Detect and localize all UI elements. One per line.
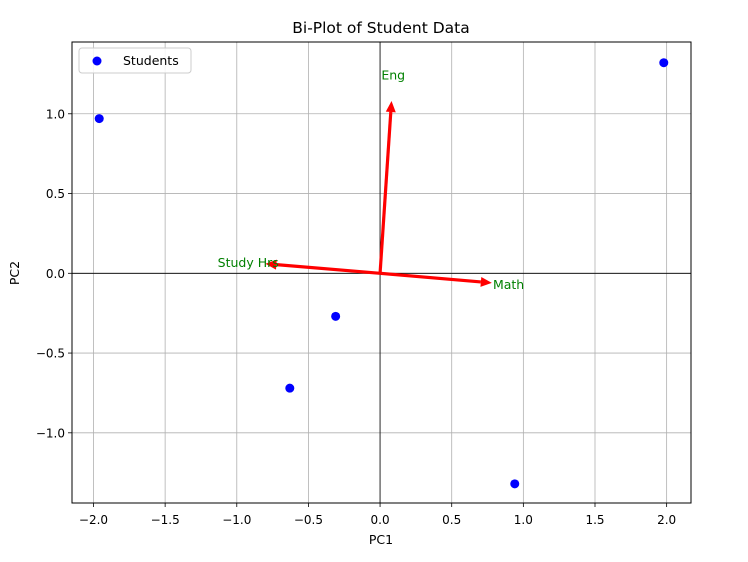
y-tick-label: 1.0 [46,107,65,121]
x-tick-label: 0.0 [371,513,390,527]
student-point [659,58,669,68]
x-axis-label: PC1 [369,532,393,547]
legend-label-students: Students [123,53,179,68]
loading-label-eng: Eng [381,68,405,83]
chart-title: Bi-Plot of Student Data [292,19,470,37]
loading-arrow-eng [378,111,393,274]
loading-arrowhead-eng [385,101,396,113]
student-points [94,58,669,489]
y-axis-ticks: −1.0 −0.5 0.0 0.5 1.0 [36,107,72,440]
y-tick-label: 0.0 [46,267,65,281]
x-tick-label: 1.0 [514,513,533,527]
x-axis-ticks: −2.0 −1.5 −1.0 −0.5 0.0 0.5 1.0 1.5 2.0 [79,503,676,527]
y-tick-label: 0.5 [46,187,65,201]
loading-label-math: Math [493,277,524,292]
loading-arrow-math [379,271,482,284]
loading-arrowhead-study-hrs [265,259,277,270]
y-tick-label: −1.0 [36,426,65,440]
student-point [285,383,295,393]
x-tick-label: −1.5 [151,513,180,527]
loading-label-study-hrs: Study Hrs [218,255,279,270]
x-tick-label: 0.5 [442,513,461,527]
loading-arrows: Math Eng Study Hrs [218,68,525,292]
x-tick-label: −0.5 [294,513,323,527]
legend-box [78,47,192,74]
student-point [94,114,104,124]
x-tick-label: −1.0 [222,513,251,527]
loading-arrowhead-math [480,276,492,287]
legend: Students [78,47,192,74]
student-point [510,479,520,489]
loading-arrow-study-hrs [276,263,381,275]
legend-marker-students [92,56,102,66]
x-tick-label: 2.0 [657,513,676,527]
plot-frame [71,41,692,504]
y-axis-label: PC2 [7,261,22,285]
student-point [331,311,341,321]
y-tick-label: −0.5 [36,347,65,361]
x-tick-label: −2.0 [79,513,108,527]
x-tick-label: 1.5 [585,513,604,527]
